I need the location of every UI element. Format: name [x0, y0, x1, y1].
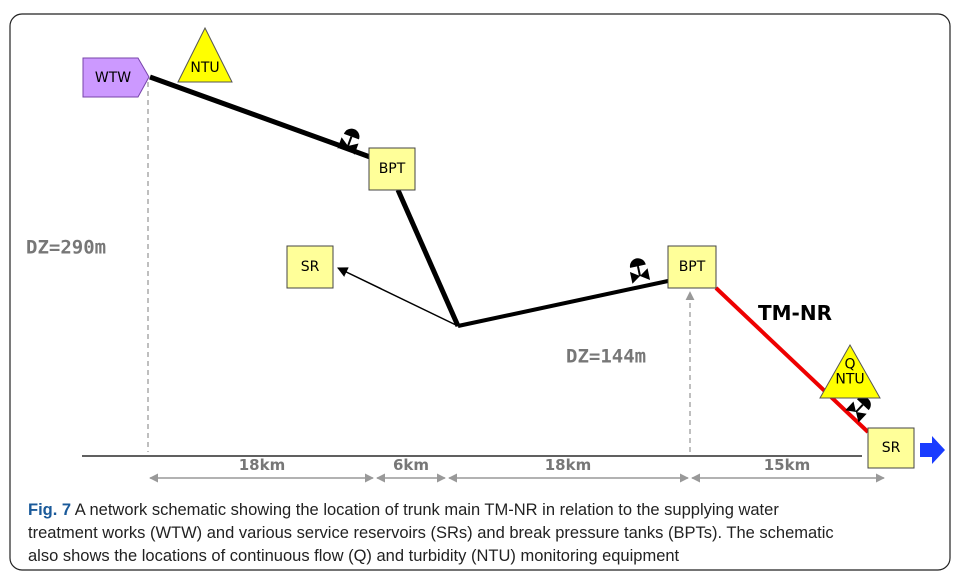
ntu-node [177, 26, 233, 83]
q-ntu-node [819, 343, 881, 399]
valve [626, 255, 652, 285]
node-label: SR [882, 440, 901, 456]
label-line: NTU [835, 372, 864, 388]
pipe [457, 279, 669, 328]
caption-line: also shows the locations of continuous f… [28, 547, 680, 565]
bpt-node [368, 147, 416, 191]
distance-label: 15km [764, 456, 810, 474]
caption-label: Fig. 7 [28, 501, 71, 519]
pipe [149, 74, 353, 153]
pipe [337, 267, 459, 327]
distance-label: 18km [545, 456, 591, 474]
sr-node [286, 245, 334, 289]
outflow-arrow [920, 436, 945, 464]
frame [9, 13, 951, 571]
node-label: BPT [679, 259, 706, 275]
caption-line: Fig. 7 A network schematic showing the l… [28, 501, 779, 519]
label-line: Q [844, 357, 855, 373]
wtw-node [82, 57, 150, 98]
caption-line: treatment works (WTW) and various servic… [28, 524, 834, 542]
node-label: Q NTU [835, 357, 864, 388]
bpt-node [667, 245, 717, 289]
sr-node [867, 427, 915, 469]
height-label: DZ=144m [566, 346, 646, 368]
node-label: NTU [190, 60, 219, 76]
node-label: WTW [95, 70, 131, 86]
caption-text: A network schematic showing the location… [75, 501, 780, 519]
node-label: SR [301, 259, 320, 275]
distance-label: 18km [239, 456, 285, 474]
node-label: BPT [379, 161, 406, 177]
distance-label: 6km [393, 456, 429, 474]
trunk-main [714, 286, 870, 434]
height-label: DZ=290m [26, 237, 106, 259]
main-label: TM-NR [758, 301, 832, 325]
pipe [395, 188, 461, 328]
